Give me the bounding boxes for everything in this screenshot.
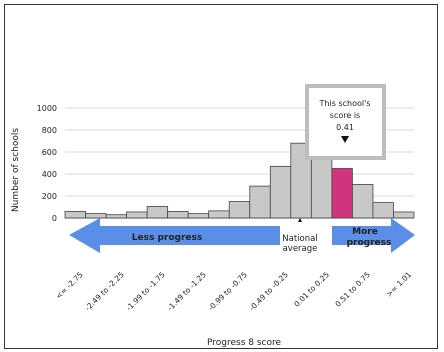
y-tick-label: 600 <box>42 148 57 157</box>
more-progress-label-line1: More <box>352 227 378 237</box>
chart-frame: 0 200 400 600 800 1000 Number of schools Less… <box>4 4 438 349</box>
y-axis-ticks: 0 200 400 600 800 1000 <box>37 104 57 223</box>
bar <box>146 206 169 219</box>
more-progress-label-line2: progress <box>347 238 392 248</box>
less-progress-arrow <box>69 218 280 253</box>
x-tick-label: 0.51 to 0.75 <box>333 270 372 309</box>
bar <box>208 210 230 219</box>
x-tick-label: -2.49 to -2.25 <box>83 270 126 313</box>
x-axis-ticks: <= -2.75-2.49 to -2.25-1.99 to -1.75-1.4… <box>54 270 413 313</box>
more-progress-arrow <box>332 218 415 253</box>
bar <box>352 184 374 219</box>
x-tick-label: >= 1.01 <box>384 270 413 299</box>
x-tick-label: -1.49 to -1.25 <box>165 270 208 313</box>
national-average-marker <box>298 218 302 222</box>
bar <box>64 210 86 219</box>
bar <box>187 213 210 219</box>
bar <box>228 201 251 219</box>
x-tick-label: <= -2.75 <box>54 270 85 301</box>
bar <box>85 213 107 219</box>
y-tick-label: 800 <box>42 126 57 135</box>
x-axis-label: Progress 8 score <box>207 338 282 348</box>
y-tick-label: 200 <box>42 192 57 201</box>
bar <box>126 211 148 219</box>
x-tick-label: -1.99 to -1.75 <box>124 270 167 313</box>
national-average-label-line1: National <box>282 234 317 244</box>
bars <box>64 142 415 219</box>
y-tick-label: 400 <box>42 170 57 179</box>
bar <box>393 211 415 219</box>
histogram-chart: 0 200 400 600 800 1000 Number of schools Less… <box>11 84 415 348</box>
y-tick-label: 1000 <box>37 104 57 113</box>
callout-pointer-icon <box>341 136 349 143</box>
x-tick-label: 0.01 to 0.25 <box>292 270 331 309</box>
bar <box>105 214 127 219</box>
y-tick-label: 0 <box>52 214 57 223</box>
national-average-label-line2: average <box>283 244 318 254</box>
x-tick-label: -0.49 to -0.25 <box>247 270 290 313</box>
bar <box>167 210 189 219</box>
school-score-callout <box>305 84 386 160</box>
callout-value: 0.41 <box>336 123 354 132</box>
callout-line1: This school's <box>319 99 371 108</box>
callout-line2: score is <box>330 111 360 120</box>
bar <box>269 165 292 219</box>
y-axis-label: Number of schools <box>11 128 21 212</box>
bar <box>249 185 271 219</box>
bar-this-school <box>331 168 353 219</box>
bar <box>372 202 394 219</box>
less-progress-label: Less progress <box>132 233 202 243</box>
x-tick-label: -0.99 to -0.75 <box>206 270 249 313</box>
